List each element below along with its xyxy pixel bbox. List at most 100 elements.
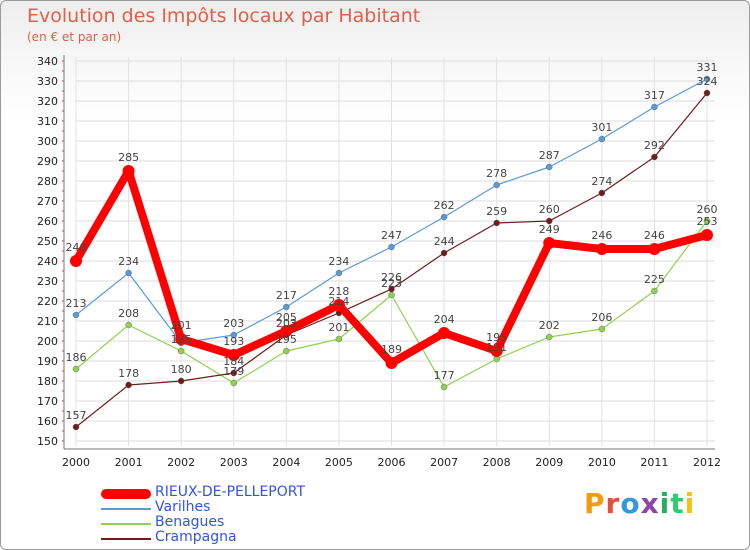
point-varilhes <box>651 103 658 111</box>
data-label-varilhes: 278 <box>486 167 507 180</box>
x-tick-label: 2007 <box>430 456 458 469</box>
logo-letter: r <box>605 487 621 520</box>
data-label-rieux: 201 <box>171 319 192 332</box>
point-benagues <box>388 291 395 299</box>
legend-swatch-benagues <box>101 523 151 525</box>
x-tick-label: 2005 <box>325 456 353 469</box>
logo-letter: t <box>670 487 685 520</box>
point-varilhes <box>493 181 500 189</box>
data-label-crampagna: 226 <box>381 271 402 284</box>
legend-swatch-crampagna <box>101 538 151 540</box>
legend-label-rieux: RIEUX-DE-PELLEPORT <box>155 484 306 500</box>
y-tick-label: 220 <box>37 295 58 308</box>
data-label-crampagna: 184 <box>223 355 244 368</box>
y-tick-label: 300 <box>37 135 58 148</box>
x-tick-label: 2011 <box>640 456 668 469</box>
data-label-varilhes: 247 <box>381 229 402 242</box>
data-label-benagues: 206 <box>591 311 612 324</box>
data-label-crampagna: 214 <box>328 295 349 308</box>
data-label-rieux: 193 <box>223 335 244 348</box>
data-label-varilhes: 301 <box>591 121 612 134</box>
x-tick-label: 2008 <box>483 456 511 469</box>
y-tick-label: 270 <box>37 195 58 208</box>
y-tick-label: 150 <box>37 435 58 448</box>
point-rieux <box>385 357 398 369</box>
y-tick-label: 260 <box>37 215 58 228</box>
data-label-rieux: 253 <box>697 215 718 228</box>
data-label-rieux: 204 <box>434 313 455 326</box>
data-label-benagues: 201 <box>328 321 349 334</box>
proxiti-logo: Proxiti <box>584 487 695 520</box>
point-rieux <box>227 349 240 361</box>
point-varilhes <box>335 269 343 277</box>
data-label-benagues: 208 <box>118 307 139 320</box>
y-tick-label: 200 <box>37 335 58 348</box>
y-tick-label: 280 <box>37 175 58 188</box>
data-label-crampagna: 157 <box>66 409 87 422</box>
point-benagues <box>335 335 343 343</box>
point-rieux <box>438 327 451 339</box>
x-tick-label: 2000 <box>62 456 90 469</box>
point-benagues <box>546 333 553 341</box>
point-benagues <box>703 217 711 225</box>
data-label-varilhes: 217 <box>276 289 297 302</box>
logo-letter: i <box>659 487 671 520</box>
y-tick-label: 190 <box>37 355 58 368</box>
data-label-crampagna: 244 <box>434 235 455 248</box>
y-tick-label: 310 <box>37 115 58 128</box>
axes: 150 160 170 180 190 200 210 220 230 240 250 260 270 2… <box>37 55 721 469</box>
y-tick-label: 180 <box>37 375 58 388</box>
data-label-crampagna: 259 <box>486 205 507 218</box>
data-label-varilhes: 203 <box>223 317 244 330</box>
logo-letter: o <box>620 487 641 520</box>
data-label-benagues: 177 <box>434 369 455 382</box>
y-tick-label: 330 <box>37 75 58 88</box>
point-benagues <box>230 379 237 387</box>
data-label-benagues: 223 <box>381 277 402 290</box>
data-label-rieux: 285 <box>118 151 139 164</box>
data-label-benagues: 195 <box>276 333 297 346</box>
data-label-benagues: 195 <box>171 333 192 346</box>
y-tick-label: 290 <box>37 155 58 168</box>
y-tick-label: 230 <box>37 275 58 288</box>
point-varilhes <box>388 243 395 251</box>
data-label-crampagna: 260 <box>539 203 560 216</box>
data-label-rieux: 195 <box>486 331 507 344</box>
point-benagues <box>125 321 132 329</box>
data-labels: 213 234 203 217 234 247 262 278 287 301 317 331 186 2… <box>66 61 718 422</box>
data-label-rieux: 249 <box>539 223 560 236</box>
data-label-rieux: 240 <box>66 241 87 254</box>
point-crampagna <box>177 377 185 385</box>
point-crampagna <box>388 285 395 293</box>
point-varilhes <box>598 135 606 143</box>
point-varilhes <box>546 163 553 171</box>
x-tick-label: 2001 <box>115 456 143 469</box>
point-varilhes <box>230 331 237 339</box>
legend-swatch-rieux <box>101 489 151 499</box>
point-varilhes <box>440 213 448 221</box>
logo-letter: i <box>684 487 696 520</box>
data-label-benagues: 225 <box>644 273 665 286</box>
data-label-crampagna: 292 <box>644 139 665 152</box>
point-benagues <box>72 365 80 373</box>
x-tick-label: 2010 <box>588 456 616 469</box>
data-label-rieux: 218 <box>328 285 349 298</box>
data-label-varilhes: 331 <box>697 61 718 74</box>
y-tick-label: 170 <box>37 395 58 408</box>
point-benagues <box>651 287 658 295</box>
legend-label-varilhes: Varilhes <box>155 499 211 515</box>
legend-label-benagues: Benagues <box>155 514 225 530</box>
x-tick-label: 2003 <box>220 456 248 469</box>
point-crampagna <box>703 89 711 97</box>
chart-title: Evolution des Impôts locaux par Habitant <box>27 5 421 27</box>
point-rieux <box>490 345 503 357</box>
legend-label-crampagna: Crampagna <box>155 529 237 545</box>
point-rieux <box>701 229 713 241</box>
point-rieux <box>648 243 661 255</box>
point-benagues <box>598 325 606 333</box>
data-label-rieux: 246 <box>591 229 612 242</box>
point-crampagna <box>598 189 606 197</box>
data-label-rieux: 246 <box>644 229 665 242</box>
x-tick-label: 2004 <box>272 456 300 469</box>
data-label-rieux: 205 <box>276 311 297 324</box>
